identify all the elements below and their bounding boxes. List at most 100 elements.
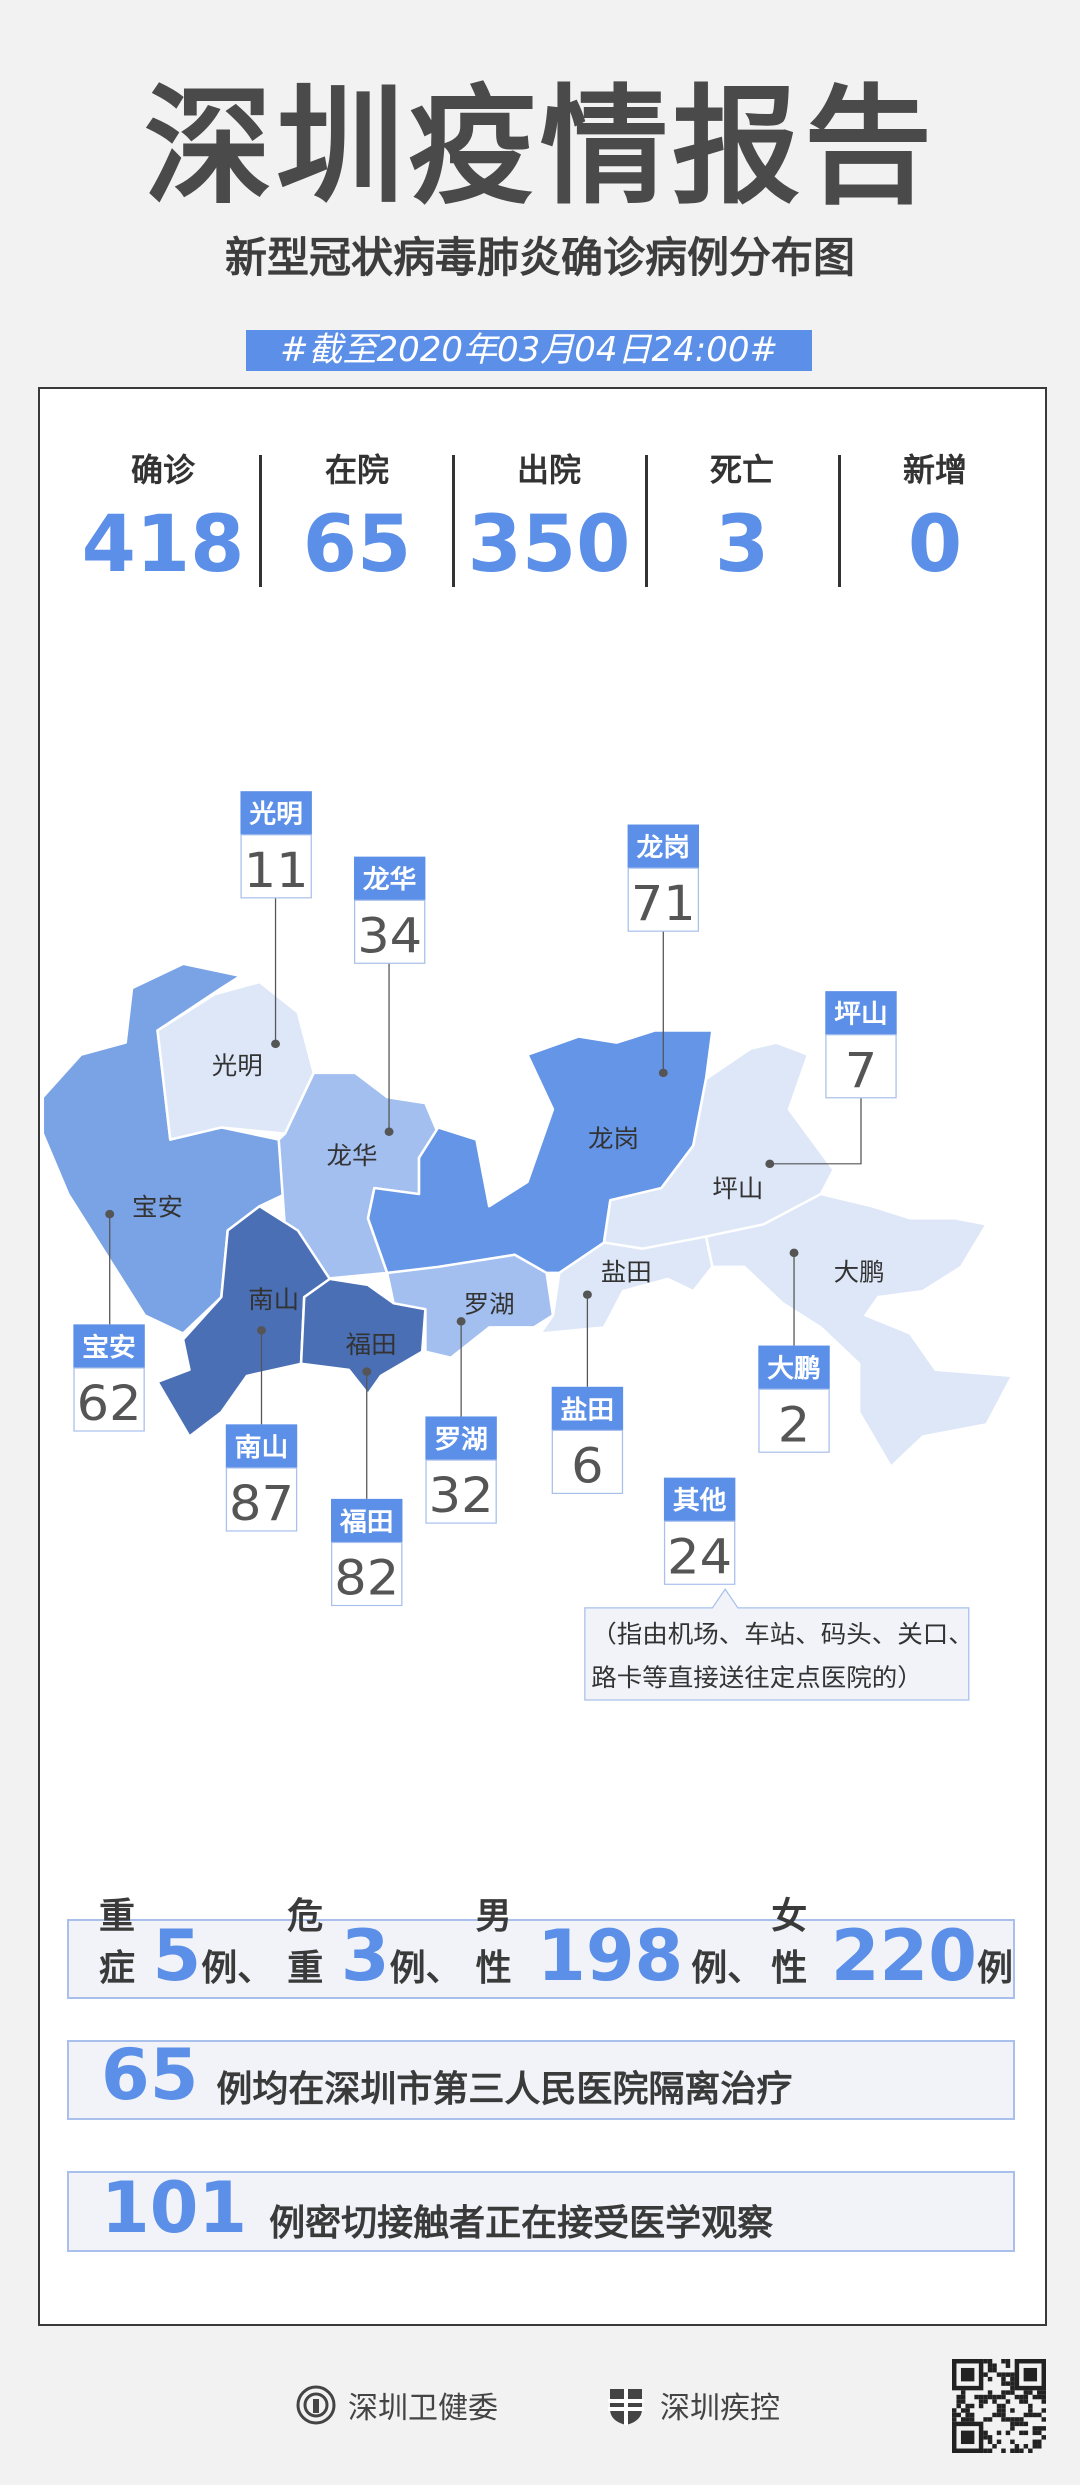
location-dot [271, 1039, 280, 1049]
stat-value: 418 [81, 500, 245, 590]
stat-confirmed: 确诊 418 [66, 445, 260, 595]
unit: 例 [691, 1948, 728, 1989]
location-dot [789, 1248, 799, 1258]
hospital-count: 65 [101, 2034, 199, 2116]
divider [259, 455, 262, 587]
female-count: 220 [830, 1915, 977, 1997]
callout-district-name: 南山 [235, 1433, 289, 1462]
date-banner: #截至2020年03月04日24:00# [246, 330, 812, 371]
location-dot [257, 1326, 266, 1335]
district-region [299, 1277, 427, 1396]
callout-case-count: 71 [631, 875, 696, 931]
stat-value: 350 [467, 500, 631, 590]
callout-盐田: 盐田 6 [551, 1386, 624, 1495]
callout-南山: 南山 87 [225, 1424, 298, 1532]
summary-severity-gender: 重症 5 例、 危重 3 例、 男性 198 例、 女性 220 例 [67, 1896, 1015, 1999]
divider [645, 455, 648, 587]
callout-坪山: 坪山 7 [825, 991, 897, 1099]
callout-header [663, 1477, 736, 1522]
female-label: 女性 [771, 1896, 808, 1989]
callout-body [551, 1429, 624, 1495]
callout-body [331, 1541, 403, 1607]
separator: 、 [425, 1948, 462, 1989]
callout-body [425, 1459, 497, 1524]
callout-district-name: 龙华 [363, 865, 417, 895]
stat-label: 在院 [324, 451, 389, 489]
contacts-count: 101 [101, 2167, 248, 2249]
health-commission-logo-icon [296, 2385, 336, 2425]
org-name: 深圳疾控 [660, 2391, 780, 2426]
divider [838, 455, 841, 587]
callout-case-count: 24 [667, 1529, 732, 1585]
callout-district-name: 坪山 [834, 1000, 888, 1029]
callout-header [551, 1386, 624, 1431]
other-note-line2: 路卡等直接送往定点医院的） [591, 1664, 923, 1692]
callout-district-name: 大鹏 [767, 1355, 821, 1384]
callout-district-name: 罗湖 [434, 1426, 488, 1455]
critical-count: 3 [340, 1915, 390, 1997]
cdc-logo-icon [608, 2389, 644, 2425]
callout-body [73, 1367, 145, 1432]
unit: 例 [201, 1948, 238, 1989]
other-note-box [584, 1588, 970, 1701]
location-dot [384, 1127, 394, 1136]
callout-header [331, 1498, 403, 1543]
callout-header [627, 824, 700, 869]
callout-district-name: 盐田 [561, 1396, 615, 1425]
callout-body [225, 1467, 298, 1532]
callout-district-name: 其他 [673, 1487, 727, 1516]
callout-district-name: 宝安 [82, 1332, 136, 1362]
district-name-label: 宝安 [132, 1193, 183, 1221]
callout-header [353, 856, 426, 901]
callout-body [825, 1034, 897, 1099]
location-dot [105, 1209, 115, 1219]
page-title: 深圳疫情报告 [143, 73, 936, 222]
callout-header [758, 1345, 830, 1390]
district-name-label: 龙岗 [588, 1124, 639, 1152]
callout-body [663, 1520, 736, 1585]
callout-case-count: 6 [571, 1438, 603, 1494]
district-name-label: 坪山 [712, 1175, 763, 1203]
district-region [366, 1029, 714, 1275]
callout-district-name: 福田 [339, 1508, 394, 1537]
location-dot [582, 1290, 592, 1299]
stat-label: 死亡 [709, 451, 774, 489]
callout-case-count: 7 [845, 1042, 877, 1098]
summary-contacts: 101 例密切接触者正在接受医学观察 [67, 2167, 1015, 2252]
stat-deaths: 死亡 3 [645, 445, 839, 595]
district-name-label: 大鹏 [834, 1258, 885, 1286]
callout-header [240, 791, 312, 835]
district-region [156, 1205, 332, 1438]
unit: 例 [389, 1948, 426, 1989]
separator: 、 [237, 1948, 274, 1989]
callout-龙华: 龙华 34 [353, 856, 426, 964]
callout-光明: 光明 11 [240, 791, 312, 899]
qr-code-icon [952, 2359, 1046, 2453]
callout-case-count: 11 [244, 842, 309, 898]
district-shapes [41, 962, 1014, 1468]
unit: 例 [976, 1948, 1013, 1989]
district-name-label: 南山 [248, 1286, 299, 1314]
stat-value: 65 [302, 500, 412, 590]
callout-case-count: 34 [357, 908, 422, 964]
divider [452, 455, 455, 587]
callout-body [627, 867, 700, 932]
callout-case-count: 2 [778, 1396, 810, 1452]
callout-header [73, 1324, 145, 1368]
leader-line [769, 1097, 862, 1165]
separator: 、 [727, 1948, 764, 1989]
severe-label: 重症 [99, 1896, 136, 1989]
stat-label: 确诊 [130, 451, 195, 489]
male-label: 男性 [475, 1896, 512, 1989]
callout-body [240, 834, 312, 899]
district-name-label: 盐田 [601, 1258, 652, 1286]
callout-header [425, 1416, 497, 1461]
callout-district-name: 光明 [248, 800, 303, 829]
location-dot [658, 1068, 668, 1078]
callout-header [225, 1424, 298, 1468]
location-dot [362, 1367, 372, 1376]
location-dot [765, 1159, 775, 1169]
location-dot [456, 1317, 466, 1326]
stat-discharged: 出院 350 [452, 445, 646, 595]
